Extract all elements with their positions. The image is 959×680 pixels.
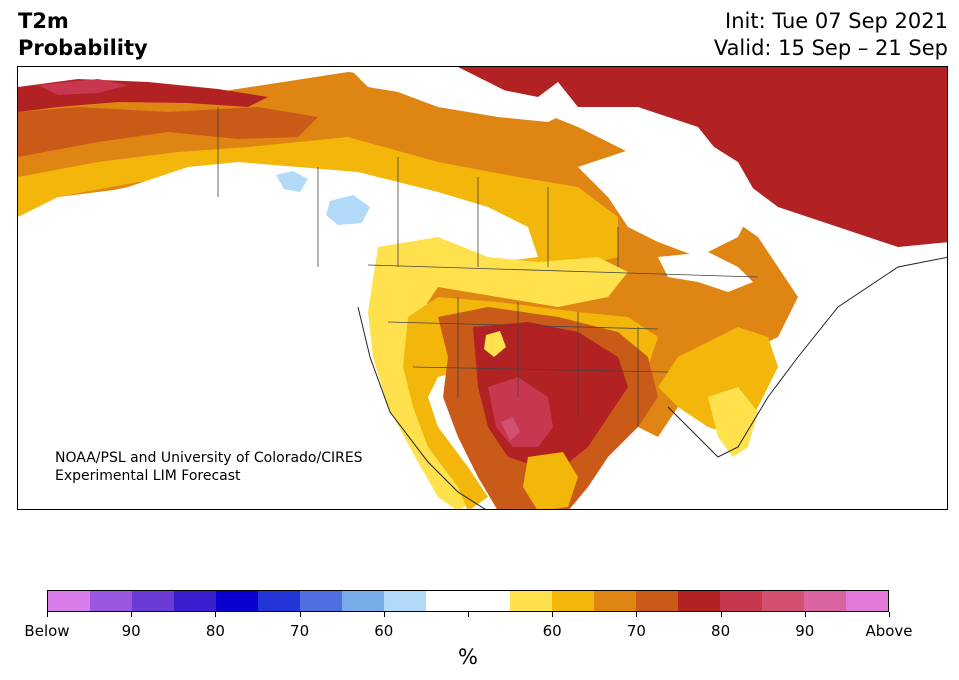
colorbar-tick-label: 90 bbox=[121, 622, 141, 640]
region-above-85-texas bbox=[501, 417, 520, 441]
great-lakes bbox=[658, 252, 753, 292]
credit-text: NOAA/PSL and University of Colorado/CIRE… bbox=[55, 449, 363, 485]
colorbar-segment bbox=[426, 591, 468, 611]
colorbar-tick bbox=[720, 612, 722, 617]
hudson-bay bbox=[578, 137, 758, 257]
map-title: T2m Probability bbox=[18, 8, 148, 62]
colorbar-tick-label: 60 bbox=[374, 622, 394, 640]
colorbar-tick bbox=[47, 612, 48, 617]
colorbar-segment bbox=[762, 591, 804, 611]
colorbar-tick-label: 80 bbox=[205, 622, 225, 640]
region-above-55-southeast bbox=[708, 387, 758, 457]
state-borders bbox=[217, 107, 759, 427]
colorbar-segment bbox=[300, 591, 342, 611]
region-above-80-alaska bbox=[38, 79, 128, 95]
title-line-2: Probability bbox=[18, 36, 148, 60]
arctic-water bbox=[348, 67, 578, 122]
colorbar-tick bbox=[636, 612, 638, 617]
region-above-70-northwest bbox=[18, 107, 318, 157]
colorbar-segment bbox=[258, 591, 300, 611]
colorbar-tick-label: Below bbox=[24, 622, 70, 640]
colorbar-segment bbox=[804, 591, 846, 611]
colorbar-segment bbox=[552, 591, 594, 611]
region-above-75-north bbox=[458, 67, 947, 247]
region-below-60-bc bbox=[276, 171, 308, 192]
colorbar-tick bbox=[552, 612, 554, 617]
colorbar bbox=[47, 590, 889, 612]
colorbar-segment bbox=[720, 591, 762, 611]
colorbar-segment bbox=[594, 591, 636, 611]
valid-period: Valid: 15 Sep – 21 Sep bbox=[713, 36, 948, 60]
colorbar-tick bbox=[804, 612, 806, 617]
colorbar-tick bbox=[131, 612, 133, 617]
colorbar-segment bbox=[48, 591, 90, 611]
colorbar-segment bbox=[342, 591, 384, 611]
colorbar-segment bbox=[636, 591, 678, 611]
colorbar-segment bbox=[678, 591, 720, 611]
colorbar-tick bbox=[889, 612, 890, 617]
colorbar-tick-label: 70 bbox=[290, 622, 310, 640]
colorbar-segment bbox=[132, 591, 174, 611]
credit-line-1: NOAA/PSL and University of Colorado/CIRE… bbox=[55, 450, 363, 466]
region-below-60-alberta bbox=[326, 195, 370, 225]
colorbar-tick bbox=[383, 612, 385, 617]
colorbar-tick bbox=[299, 612, 301, 617]
probability-map bbox=[18, 67, 947, 509]
init-date: Init: Tue 07 Sep 2021 bbox=[725, 9, 948, 33]
credit-line-2: Experimental LIM Forecast bbox=[55, 468, 241, 484]
colorbar-tick-label: Above bbox=[865, 622, 913, 640]
region-above-60-mexico bbox=[523, 452, 578, 509]
region-above-55-nebraska bbox=[484, 331, 506, 357]
title-line-1: T2m bbox=[18, 9, 69, 33]
colorbar-tick-label: 70 bbox=[626, 622, 646, 640]
colorbar-tick-label: 90 bbox=[795, 622, 815, 640]
colorbar-segment bbox=[384, 591, 426, 611]
colorbar-segment bbox=[510, 591, 552, 611]
colorbar-segment bbox=[90, 591, 132, 611]
map-panel bbox=[17, 66, 948, 510]
coastline bbox=[357, 256, 947, 509]
colorbar-segment bbox=[216, 591, 258, 611]
colorbar-unit: % bbox=[458, 645, 478, 669]
colorbar-tick-label: 80 bbox=[711, 622, 731, 640]
colorbar-tick bbox=[468, 612, 469, 617]
region-above-80-texas bbox=[488, 377, 553, 447]
colorbar-segment bbox=[174, 591, 216, 611]
colorbar-tick-label: 60 bbox=[542, 622, 562, 640]
colorbar-segment bbox=[846, 591, 888, 611]
forecast-info: Init: Tue 07 Sep 2021 Valid: 15 Sep – 21… bbox=[714, 8, 948, 62]
colorbar-tick bbox=[215, 612, 217, 617]
colorbar-segment bbox=[468, 591, 510, 611]
